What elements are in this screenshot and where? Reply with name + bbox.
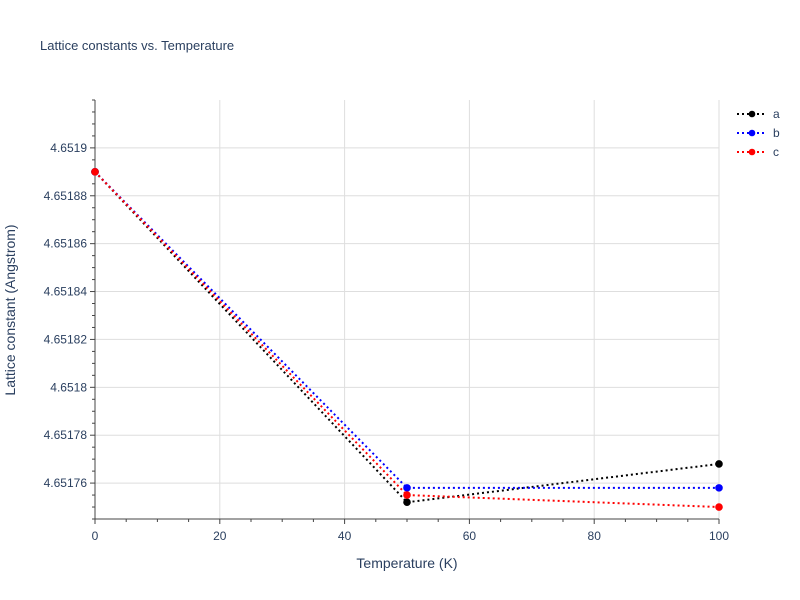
- y-axis-title: Lattice constant (Angstrom): [2, 224, 18, 395]
- legend-label-b: b: [773, 126, 780, 140]
- x-tick-label: 80: [588, 529, 602, 543]
- legend-item-a: a: [737, 107, 780, 121]
- legend-item-c: c: [737, 145, 779, 159]
- x-tick-label: 40: [338, 529, 352, 543]
- y-tick-label: 4.65188: [44, 189, 88, 203]
- legend-label-c: c: [773, 145, 779, 159]
- series-point-c: [403, 491, 411, 499]
- series-point-a: [715, 460, 723, 468]
- legend-item-b: b: [737, 126, 780, 140]
- series-point-b: [715, 484, 723, 492]
- x-tick-label: 60: [463, 529, 477, 543]
- legend-marker-a: [748, 110, 756, 118]
- series-point-c: [91, 168, 99, 176]
- legend-marker-c: [748, 148, 756, 156]
- series-point-a: [403, 498, 411, 507]
- y-tick-label: 4.65176: [44, 476, 88, 490]
- x-tick-label: 20: [213, 529, 227, 543]
- y-tick-label: 4.6519: [50, 141, 87, 155]
- y-tick-label: 4.65182: [44, 332, 88, 346]
- series-layer: [91, 168, 723, 511]
- x-axis-title: Temperature (K): [356, 555, 457, 571]
- y-tick-label: 4.65186: [44, 237, 88, 251]
- chart-title: Lattice constants vs. Temperature: [40, 38, 234, 53]
- y-tick-label: 4.65178: [44, 428, 88, 442]
- grid-layer: [95, 100, 720, 519]
- series-line-a: [94, 171, 720, 504]
- series-point-c: [715, 503, 723, 511]
- legend: abc: [737, 107, 780, 159]
- x-tick-label: 100: [709, 529, 729, 543]
- legend-label-a: a: [773, 107, 780, 121]
- y-tick-label: 4.6518: [50, 380, 87, 394]
- y-tick-label: 4.65184: [44, 285, 88, 299]
- axes-layer: 0 20 40 60 80 100 4.65176 4.65178 4.6518 4.65182 4…: [44, 99, 729, 543]
- series-point-b: [403, 484, 411, 492]
- legend-marker-b: [748, 129, 756, 137]
- x-tick-label: 0: [92, 529, 99, 543]
